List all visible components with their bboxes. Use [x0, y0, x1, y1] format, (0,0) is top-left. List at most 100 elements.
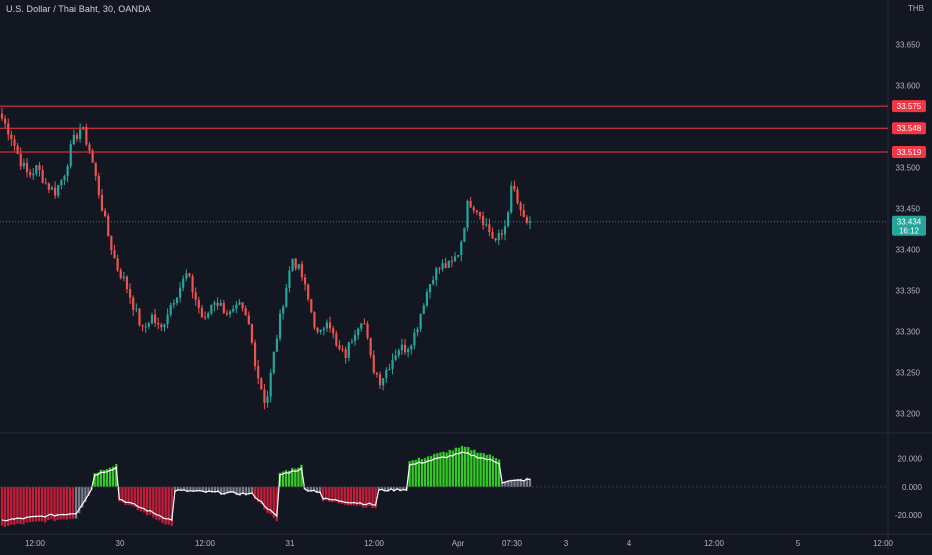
osc-histogram-bar	[204, 486, 207, 494]
candle-body	[166, 314, 169, 325]
osc-histogram-bar	[383, 486, 387, 492]
osc-histogram-bar	[510, 479, 513, 487]
osc-histogram-bar	[121, 486, 124, 503]
candle-body	[488, 224, 491, 233]
candle-body	[141, 325, 144, 327]
candle-body	[388, 369, 391, 371]
osc-histogram-bar	[87, 486, 90, 496]
osc-histogram-bar	[482, 453, 485, 487]
candle-body	[357, 328, 360, 335]
osc-histogram-bar	[331, 486, 334, 503]
symbol-title[interactable]: U.S. Dollar / Thai Baht, 30, OANDA	[6, 4, 151, 14]
osc-histogram-bar	[476, 452, 479, 487]
candle-body	[319, 330, 322, 332]
osc-histogram-bar	[142, 486, 146, 513]
candle-body	[216, 302, 219, 306]
candle-body	[519, 203, 522, 210]
osc-histogram-bar	[192, 486, 195, 492]
currency-label: THB	[908, 4, 924, 13]
osc-histogram-bar	[22, 486, 25, 525]
osc-histogram-bar	[411, 460, 414, 487]
candle-body	[441, 263, 444, 269]
candle-body	[494, 238, 497, 241]
osc-histogram-bar	[420, 459, 424, 487]
candle-body	[257, 366, 260, 379]
candle-body	[60, 180, 63, 186]
osc-histogram-bar	[241, 486, 244, 494]
candle-body	[294, 258, 297, 269]
osc-tick-label: 0.000	[902, 483, 923, 492]
candle-body	[403, 344, 407, 353]
candle-body	[282, 306, 285, 314]
candle-body	[400, 344, 403, 351]
candle-body	[475, 210, 478, 212]
osc-histogram-bar	[158, 486, 161, 521]
osc-histogram-bar	[362, 486, 365, 508]
osc-histogram-bar	[457, 447, 461, 487]
osc-signal-line	[1, 451, 531, 522]
osc-histogram-bar	[396, 486, 399, 490]
osc-histogram-bar	[522, 480, 525, 487]
candle-body	[528, 221, 532, 223]
candle-body	[228, 311, 232, 315]
osc-histogram-bar	[488, 454, 492, 487]
candle-body	[19, 153, 22, 167]
osc-histogram-bar	[281, 471, 285, 487]
osc-histogram-bar	[288, 470, 291, 487]
candle-body	[407, 349, 410, 353]
osc-histogram-bar	[127, 486, 130, 506]
candle-body	[369, 337, 372, 356]
candle-body	[313, 312, 316, 328]
price-tick-label: 33.350	[896, 287, 921, 296]
candle-body	[297, 264, 300, 269]
price-tick-label: 33.250	[896, 369, 921, 378]
osc-histogram-bar	[186, 486, 189, 493]
candle-body	[41, 170, 44, 183]
osc-histogram-bar	[507, 480, 510, 487]
osc-histogram-bar	[250, 486, 254, 495]
candle-body	[432, 279, 435, 285]
candle-body	[185, 273, 188, 279]
osc-histogram-bar	[392, 486, 396, 492]
candle-body	[213, 302, 216, 305]
candle-body	[235, 304, 238, 309]
price-tick-label: 33.200	[896, 410, 921, 419]
candle-body	[47, 183, 50, 190]
osc-histogram-bar	[229, 486, 232, 493]
candle-body	[32, 173, 35, 176]
candle-body	[232, 308, 235, 312]
candle-body	[375, 372, 379, 375]
osc-histogram-bar	[386, 486, 390, 492]
candle-body	[353, 334, 357, 342]
osc-histogram-bar	[34, 486, 38, 522]
osc-histogram-bar	[65, 486, 68, 520]
time-tick-label: Apr	[452, 539, 465, 548]
osc-histogram-bar	[78, 486, 81, 514]
candle-body	[97, 175, 100, 195]
osc-histogram-bar	[343, 486, 346, 505]
candle-body	[300, 264, 304, 278]
candle-body	[253, 342, 257, 367]
candle-body	[425, 292, 428, 306]
osc-histogram-bar	[40, 486, 44, 522]
osc-histogram-bar	[414, 459, 417, 487]
osc-histogram-bar	[497, 459, 501, 487]
candle-body	[178, 287, 182, 298]
osc-histogram-bar	[352, 486, 356, 506]
candle-body	[513, 185, 516, 190]
osc-histogram-bar	[223, 486, 226, 495]
candle-body	[344, 349, 347, 358]
osc-histogram-bar	[99, 469, 102, 487]
price-tick-label: 33.450	[896, 205, 921, 214]
price-tick-label: 33.400	[896, 246, 921, 255]
candle-body	[385, 369, 388, 379]
candle-body	[35, 165, 38, 174]
osc-histogram-bar	[130, 486, 133, 506]
candle-body	[291, 258, 294, 271]
osc-histogram-bar	[226, 486, 229, 494]
osc-histogram-bar	[445, 452, 448, 487]
time-tick-label: 4	[627, 539, 632, 548]
candle-body	[4, 118, 7, 124]
